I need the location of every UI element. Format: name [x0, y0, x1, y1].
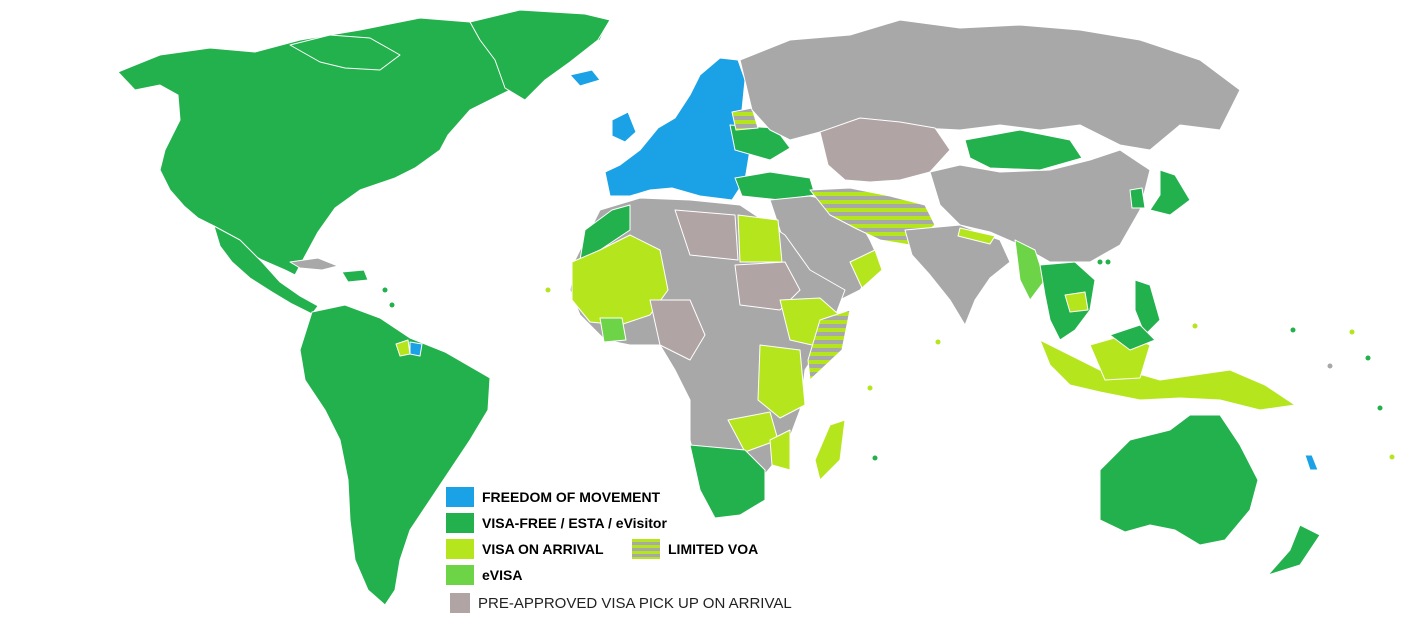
region-french-guiana	[409, 341, 423, 357]
region-myanmar	[1014, 239, 1046, 301]
legend-swatch-visa-free	[446, 513, 474, 533]
legend-swatch-preapproved	[450, 593, 470, 613]
island-dot	[935, 339, 941, 345]
region-south-america	[299, 304, 491, 606]
legend-label-voa: VISA ON ARRIVAL	[482, 541, 604, 557]
region-egypt	[737, 214, 783, 263]
legend-label-preapproved: PRE-APPROVED VISA PICK UP ON ARRIVAL	[478, 594, 792, 612]
region-malaysia-borneo	[1109, 324, 1156, 351]
region-india	[904, 224, 1011, 326]
region-nigeria	[649, 299, 706, 361]
region-libya	[674, 209, 739, 261]
region-caribbean-hispaniola	[341, 269, 369, 283]
region-caribbean-cuba	[289, 257, 339, 271]
region-cambodia	[1064, 291, 1089, 313]
legend-swatch-voa	[446, 539, 474, 559]
island-dot	[1192, 323, 1198, 329]
island-dot	[545, 287, 551, 293]
legend-label-limited-voa: LIMITED VOA	[668, 541, 759, 557]
island-dot	[1389, 454, 1395, 460]
region-uk	[611, 111, 637, 143]
region-australia	[1099, 414, 1259, 546]
island-dot	[382, 287, 388, 293]
region-ghana	[599, 317, 627, 343]
region-greenland	[469, 9, 611, 101]
legend-item-limited-voa: LIMITED VOA	[632, 538, 758, 560]
region-somalia	[807, 309, 851, 381]
island-dot	[1365, 355, 1371, 361]
region-iceland	[569, 69, 601, 87]
region-new-caledonia	[1304, 454, 1319, 471]
legend-item-evisa: eVISA	[446, 564, 522, 586]
region-philippines	[1134, 279, 1161, 336]
island-dot	[1105, 259, 1111, 265]
region-new-zealand	[1267, 524, 1321, 576]
island-dot	[1290, 327, 1296, 333]
legend-item-preapproved: PRE-APPROVED VISA PICK UP ON ARRIVAL	[446, 592, 792, 614]
region-madagascar	[814, 419, 846, 481]
legend-swatch-freedom	[446, 487, 474, 507]
region-nepal	[957, 227, 996, 245]
island-dot	[867, 385, 873, 391]
region-oman	[849, 249, 883, 289]
island-dot	[1377, 405, 1383, 411]
region-china	[929, 149, 1151, 263]
legend-item-visa-free: VISA-FREE / ESTA / eVisitor	[446, 512, 667, 534]
legend-label-freedom: FREEDOM OF MOVEMENT	[482, 489, 661, 505]
region-turkey	[734, 171, 816, 201]
island-dot	[1097, 259, 1103, 265]
island-dot	[1349, 329, 1355, 335]
legend-swatch-evisa	[446, 565, 474, 585]
region-southern-africa	[689, 444, 766, 519]
region-indonesia	[1039, 339, 1296, 411]
legend-swatch-limited-voa	[632, 539, 660, 559]
region-east-africa	[757, 344, 806, 419]
legend-label-visa-free: VISA-FREE / ESTA / eVisitor	[482, 515, 667, 531]
legend-label-evisa: eVISA	[482, 567, 523, 583]
island-dot	[389, 302, 395, 308]
legend-item-voa: VISA ON ARRIVAL	[446, 538, 604, 560]
region-belarus	[731, 107, 759, 131]
region-europe-schengen	[604, 57, 751, 201]
region-arctic-islands	[289, 34, 401, 71]
legend-item-freedom: FREEDOM OF MOVEMENT	[446, 486, 660, 508]
region-mongolia	[964, 129, 1083, 171]
island-dot	[1327, 363, 1333, 369]
island-dot	[872, 455, 878, 461]
region-japan	[1149, 169, 1191, 216]
region-korea	[1129, 187, 1146, 209]
map-legend: FREEDOM OF MOVEMENT VISA-FREE / ESTA / e…	[446, 484, 866, 619]
region-russia	[739, 19, 1241, 151]
region-north-america	[117, 9, 609, 276]
region-mozambique	[769, 429, 791, 471]
